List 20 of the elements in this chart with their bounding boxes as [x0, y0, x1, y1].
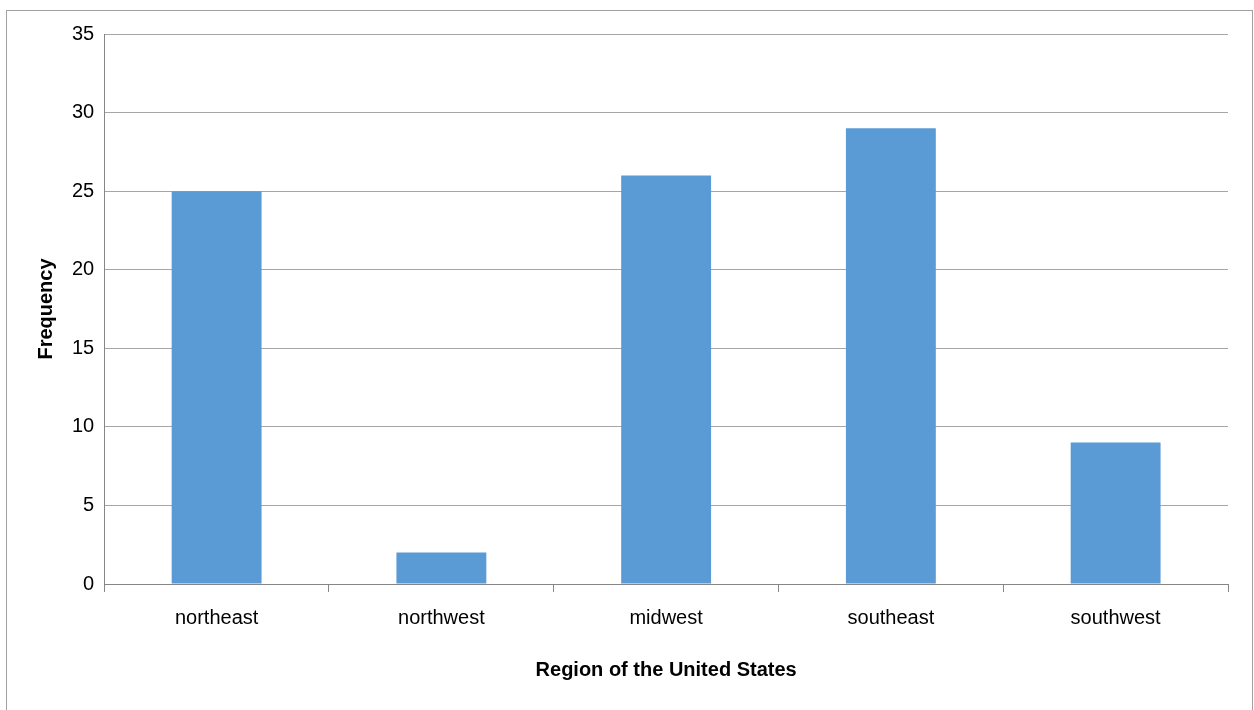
x-tick-label: southeast [847, 605, 935, 628]
bar [171, 191, 262, 584]
x-tick-label: southwest [1070, 605, 1162, 628]
y-tick-label: 20 [72, 257, 95, 280]
bar [396, 552, 487, 584]
y-tick-label: 0 [83, 571, 95, 594]
y-tick-label: 15 [72, 335, 95, 358]
x-axis-title: Region of the United States [535, 657, 797, 680]
bar [621, 175, 712, 584]
y-tick-label: 5 [83, 492, 95, 515]
x-tick-label: northeast [174, 605, 259, 628]
bar [845, 128, 936, 584]
y-axis-title: Frequency [33, 257, 56, 360]
y-tick-label: 30 [72, 100, 95, 123]
y-tick-label: 35 [72, 21, 95, 44]
bar [1070, 442, 1161, 584]
y-tick-label: 25 [72, 178, 95, 201]
x-tick-label: northwest [398, 605, 486, 628]
y-tick-label: 10 [72, 414, 95, 437]
x-tick-label: midwest [629, 605, 704, 628]
